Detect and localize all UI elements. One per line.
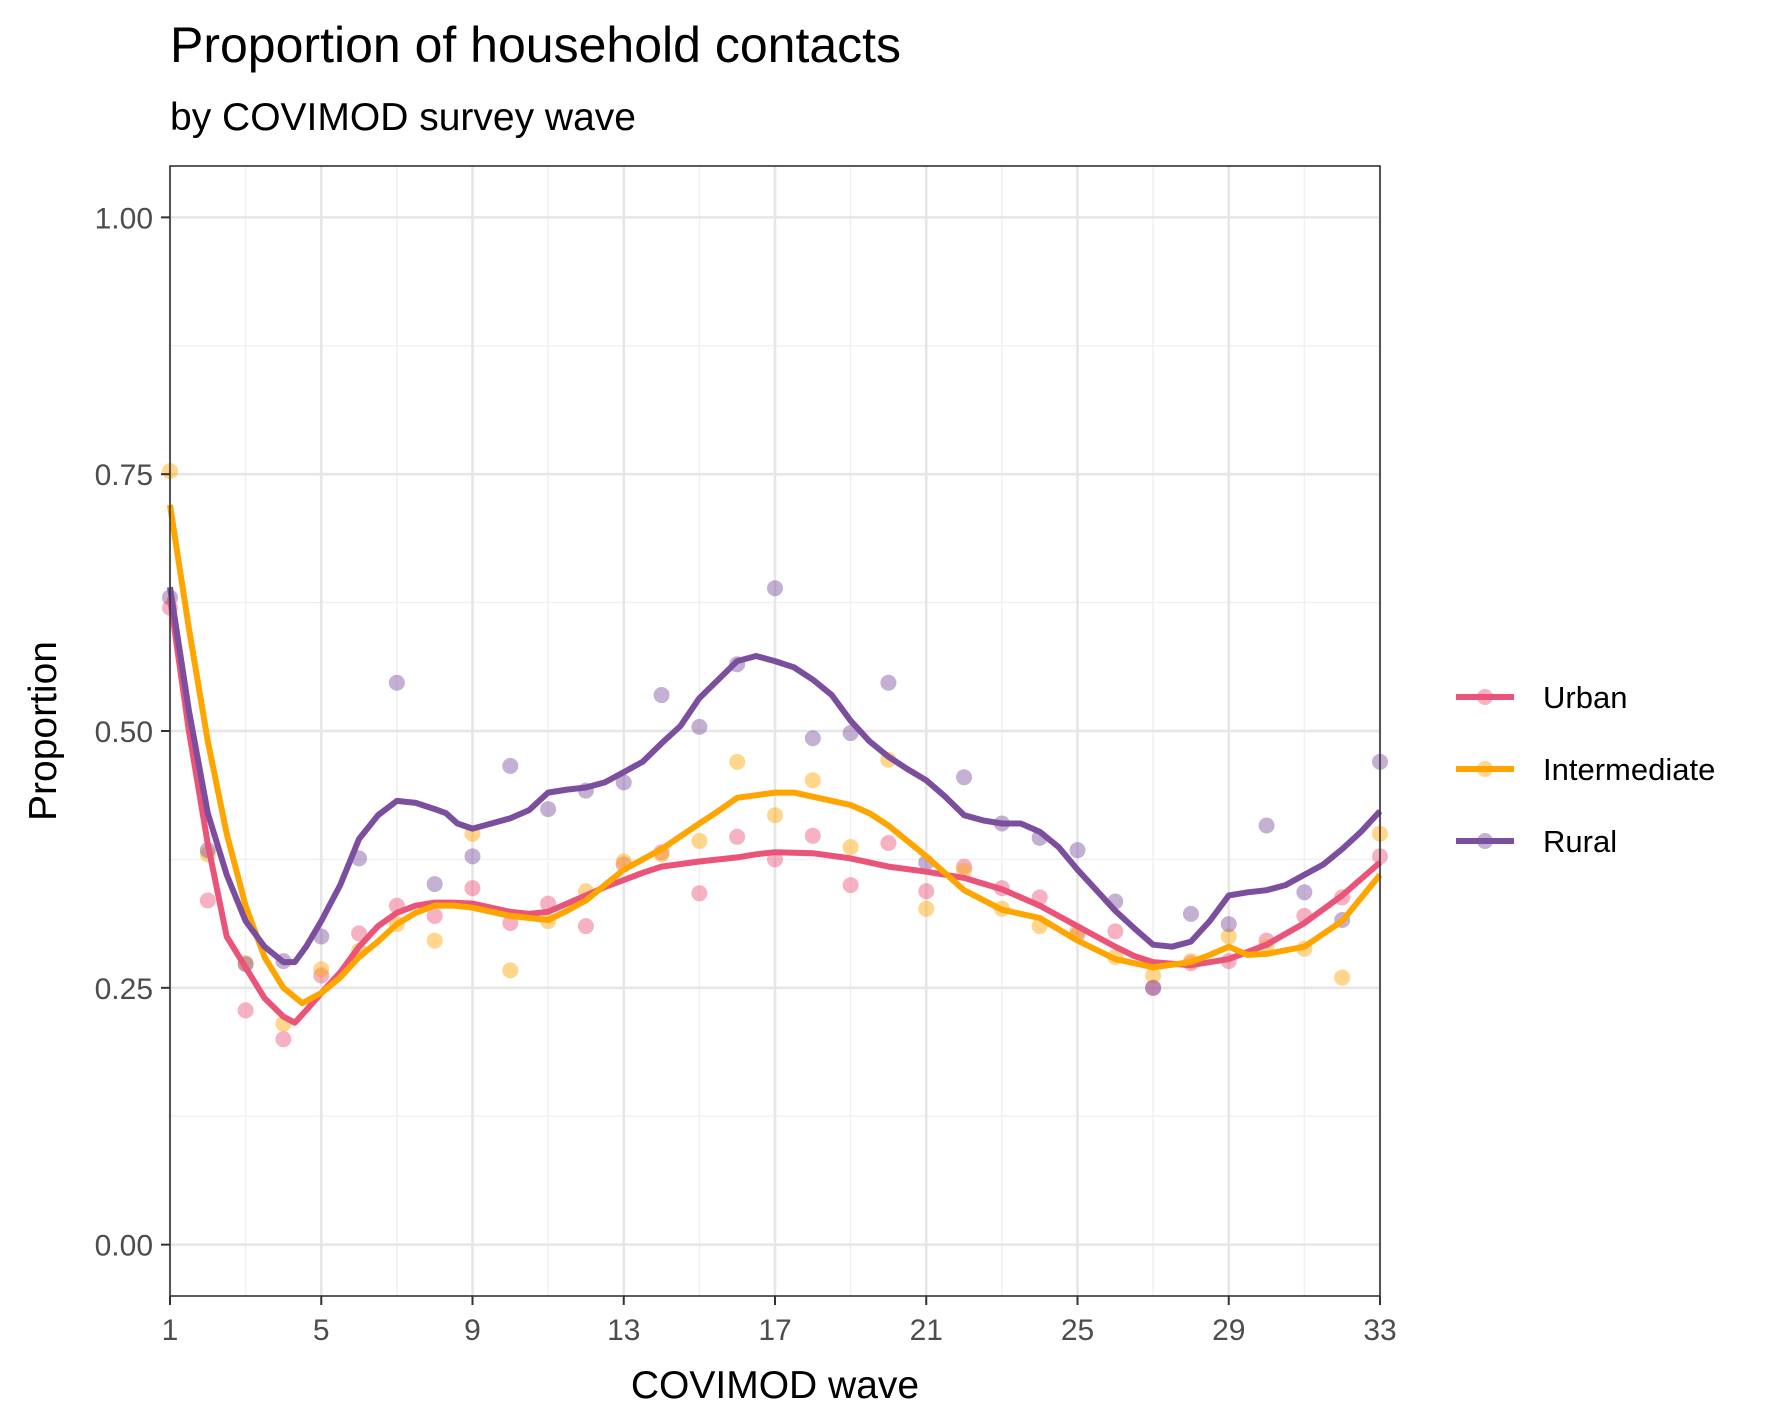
data-point-intermediate [502,962,519,979]
data-point-intermediate [313,961,330,978]
data-point-urban [918,883,935,900]
legend-key-point [1477,833,1493,849]
chart-subtitle: by COVIMOD survey wave [170,96,636,139]
data-point-rural [956,769,973,786]
x-tick-label: 29 [1212,1314,1245,1347]
data-point-rural [1145,979,1162,996]
data-point-rural [1182,905,1199,922]
trend-lines [167,504,1383,1026]
data-point-intermediate [691,832,708,849]
x-axis-title: COVIMOD wave [631,1364,919,1407]
y-tick-label: 0.25 [95,973,153,1006]
legend-label: Urban [1543,680,1627,715]
data-point-rural [767,580,783,597]
data-point-urban [842,877,859,894]
data-point-intermediate [918,900,935,917]
data-point-urban [426,907,443,924]
data-point-rural [804,730,821,747]
data-point-rural [464,848,481,865]
legend-item-intermediate: Intermediate [1456,752,1715,787]
data-point-rural [540,801,557,818]
legend-key-point [1477,689,1493,705]
data-point-urban [464,880,481,897]
data-point-intermediate [729,753,746,770]
x-tick-label: 5 [313,1314,330,1347]
x-tick-label: 25 [1061,1314,1094,1347]
data-point-urban [351,925,368,942]
x-tick-label: 13 [607,1314,640,1347]
data-point-urban [237,1002,254,1019]
legend: Urban Intermediate Rural [1456,680,1715,859]
axis-ticks: 1 5 9 13 17 21 25 29 33 0.00 0.25 0.50 0.75 1.00 [95,202,1397,1347]
legend-key-point [1477,761,1493,777]
x-tick-label: 21 [910,1314,943,1347]
data-point-urban [1107,923,1124,940]
data-point-urban [577,918,594,935]
x-tick-label: 9 [464,1314,481,1347]
data-point-urban [729,828,746,845]
data-point-urban [1145,979,1162,996]
chart-title: Proportion of household contacts [170,17,901,73]
data-point-rural [1258,817,1275,834]
data-point-intermediate [804,772,821,789]
x-tick-label: 1 [162,1314,179,1347]
y-tick-label: 0.50 [95,716,153,749]
data-point-intermediate [767,807,783,824]
legend-label: Rural [1543,824,1617,859]
data-point-urban [880,834,897,851]
trend-line-rural [167,586,1383,966]
trend-line-intermediate [167,504,1383,1007]
data-point-rural [502,757,519,774]
data-point-intermediate [426,932,443,949]
y-tick-label: 0.00 [95,1230,153,1263]
data-point-intermediate [1145,967,1162,984]
data-point-urban [199,892,216,909]
data-point-rural [388,674,405,691]
data-point-urban [275,1031,292,1048]
x-tick-label: 17 [758,1314,791,1347]
data-point-rural [653,687,670,704]
data-point-rural [615,774,632,791]
legend-label: Intermediate [1543,752,1715,787]
data-point-urban [313,967,330,984]
data-point-urban [804,827,821,844]
data-point-intermediate [1334,969,1351,986]
data-point-rural [880,674,897,691]
data-point-rural [1296,884,1313,901]
data-point-rural [691,718,708,735]
x-tick-label: 33 [1363,1314,1396,1347]
data-point-intermediate [1220,928,1237,945]
data-point-urban [956,858,973,875]
data-point-urban [691,885,708,902]
data-point-rural [426,876,443,893]
y-tick-label: 0.75 [95,459,153,492]
data-point-rural [1069,842,1086,859]
y-tick-label: 1.00 [95,202,153,235]
data-point-intermediate [842,839,859,856]
legend-item-rural: Rural [1456,824,1617,859]
y-axis-title: Proportion [22,641,65,821]
data-point-rural [1220,916,1237,933]
grid [168,166,1382,1296]
legend-item-urban: Urban [1456,680,1627,715]
